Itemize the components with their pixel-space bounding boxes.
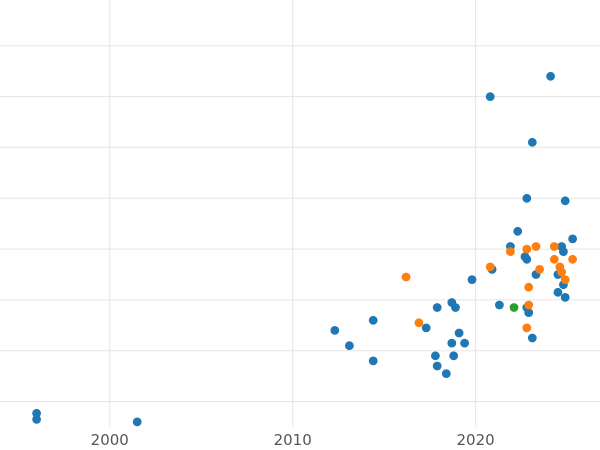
data-point xyxy=(557,267,566,277)
data-point xyxy=(522,244,532,254)
data-point xyxy=(527,333,537,343)
data-point xyxy=(421,323,431,333)
data-point xyxy=(524,300,534,310)
data-point xyxy=(553,287,563,297)
data-points xyxy=(32,71,577,427)
data-point xyxy=(549,242,559,251)
data-point xyxy=(506,247,515,256)
data-point xyxy=(485,262,495,272)
data-point xyxy=(524,282,534,292)
data-point xyxy=(454,328,464,338)
data-point xyxy=(460,338,469,348)
data-point xyxy=(560,293,570,302)
data-point xyxy=(447,338,457,348)
data-point xyxy=(531,242,541,251)
data-point xyxy=(509,303,519,312)
data-point xyxy=(568,234,577,244)
data-point xyxy=(32,415,41,424)
data-point xyxy=(485,92,495,101)
data-point xyxy=(568,254,577,264)
data-point xyxy=(549,254,559,264)
x-tick-label: 2020 xyxy=(457,431,495,449)
data-point xyxy=(527,137,537,147)
data-point xyxy=(522,254,532,264)
data-point xyxy=(431,351,440,361)
x-tick-label: 2010 xyxy=(274,431,312,449)
data-point xyxy=(451,303,460,312)
data-point xyxy=(368,315,378,325)
data-point xyxy=(368,356,378,366)
data-point xyxy=(559,247,568,256)
data-point xyxy=(432,303,442,312)
x-axis-tick-labels: 2000 2010 2020 xyxy=(91,431,495,449)
data-point xyxy=(522,323,532,333)
data-point xyxy=(32,408,41,418)
data-point xyxy=(132,417,142,427)
data-point xyxy=(345,341,354,351)
data-point xyxy=(449,351,459,361)
grid xyxy=(0,0,600,427)
data-point xyxy=(522,193,532,203)
data-point xyxy=(330,326,340,335)
data-point xyxy=(535,265,544,274)
data-point xyxy=(513,226,523,236)
data-point xyxy=(495,300,504,310)
data-point xyxy=(524,308,534,317)
data-point xyxy=(401,272,411,282)
data-point xyxy=(432,361,442,371)
data-point xyxy=(467,275,477,284)
data-point xyxy=(546,71,555,81)
data-point xyxy=(414,318,424,328)
data-point xyxy=(441,369,451,378)
data-point xyxy=(560,275,570,284)
x-tick-label: 2000 xyxy=(91,431,129,449)
data-point xyxy=(560,196,570,206)
